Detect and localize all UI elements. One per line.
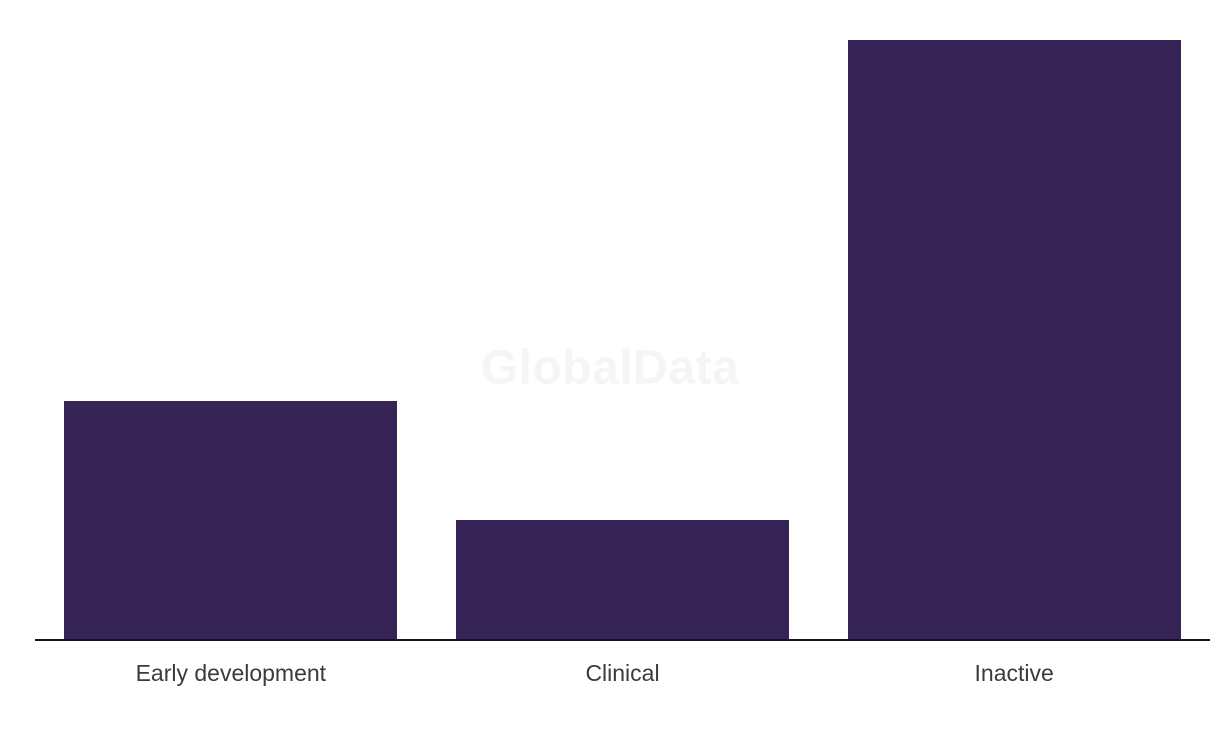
x-tick-label-early-development: Early development [135, 660, 327, 686]
bar-clinical [456, 520, 789, 639]
bar-group-early-development [35, 0, 427, 639]
x-axis-line [35, 639, 1210, 641]
plot-area [35, 0, 1210, 639]
x-tick-label-clinical: Clinical [585, 660, 660, 686]
bar-group-inactive [818, 0, 1210, 639]
bar-early-development [64, 401, 398, 639]
bar-group-clinical [427, 0, 819, 639]
bar-inactive [847, 40, 1181, 639]
x-axis-labels: Early development Clinical Inactive [35, 656, 1210, 690]
x-tick-label-inactive: Inactive [974, 660, 1054, 686]
